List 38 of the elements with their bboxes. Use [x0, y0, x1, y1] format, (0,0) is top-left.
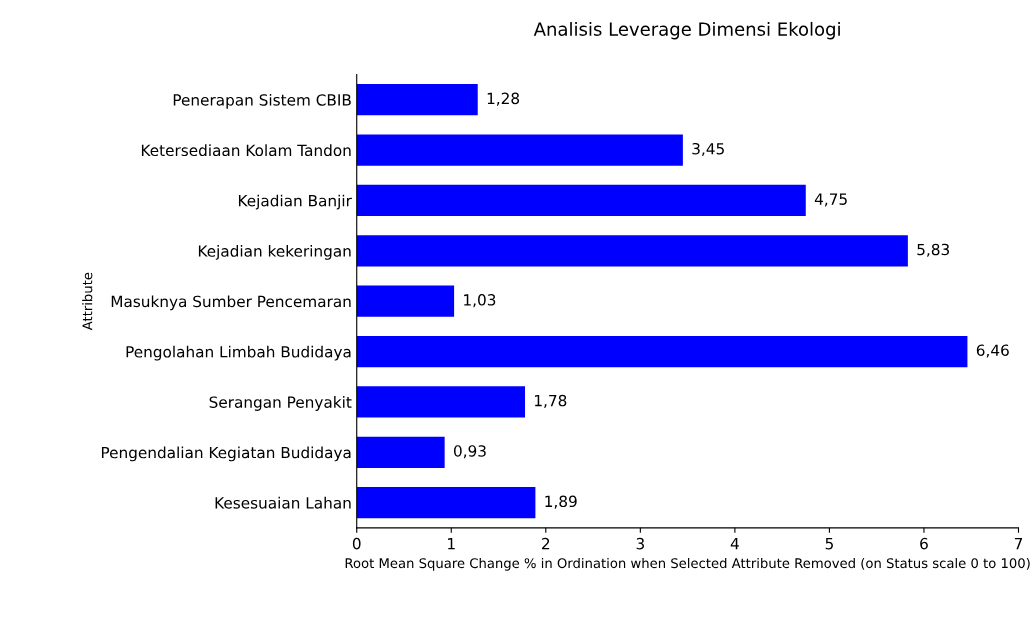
bar [356, 285, 455, 317]
y-tick-label: Pengolahan Limbah Budidaya [126, 345, 351, 361]
bar [356, 436, 445, 468]
data-label: 1,78 [535, 394, 567, 408]
data-label: 1,89 [545, 495, 577, 509]
bar [356, 84, 478, 116]
x-tick-label: 2 [542, 537, 550, 550]
data-label: 1,03 [464, 294, 496, 308]
bar [356, 335, 968, 368]
bar [356, 184, 806, 217]
y-axis-title: Attribute [82, 272, 93, 331]
x-tick-label: 4 [730, 538, 739, 550]
x-tick-label: 5 [825, 538, 833, 550]
bar [356, 487, 536, 519]
data-label: 6,46 [976, 344, 1009, 358]
data-label: 4,75 [814, 193, 847, 207]
y-tick-label: Pengendalian Kegiatan Budidaya [101, 446, 351, 462]
bar [356, 134, 683, 166]
y-tick-label: Kejadian Banjir [238, 194, 352, 210]
bar [356, 235, 908, 267]
y-tick-label: Masuknya Sumber Pencemaran [111, 295, 351, 311]
data-label: 5,83 [917, 243, 950, 257]
y-tick-label: Kesesuaian Lahan [215, 496, 351, 509]
y-tick-label: Serangan Penyakit [209, 396, 352, 411]
y-tick-label: Penerapan Sistem CBIB [173, 93, 351, 109]
data-label: 0,93 [453, 445, 486, 459]
y-tick-label: Ketersediaan Kolam Tandon [141, 144, 351, 157]
x-axis-title: Root Mean Square Change % in Ordination when Selected Attribute Removed (on Status scale 0 to 100) [345, 557, 1030, 571]
data-label: 3,45 [692, 142, 724, 157]
bar [356, 386, 526, 418]
x-tick-label: 7 [1014, 538, 1023, 550]
x-tick-label: 6 [920, 537, 928, 550]
x-tick-label: 1 [448, 538, 455, 550]
chart-title: Analisis Leverage Dimensi Ekologi [533, 21, 840, 40]
x-tick-label: 3 [636, 537, 644, 550]
data-label: 1,28 [487, 92, 520, 106]
x-tick-label: 0 [352, 537, 361, 550]
y-tick-label: Kejadian kekeringan [198, 245, 351, 260]
